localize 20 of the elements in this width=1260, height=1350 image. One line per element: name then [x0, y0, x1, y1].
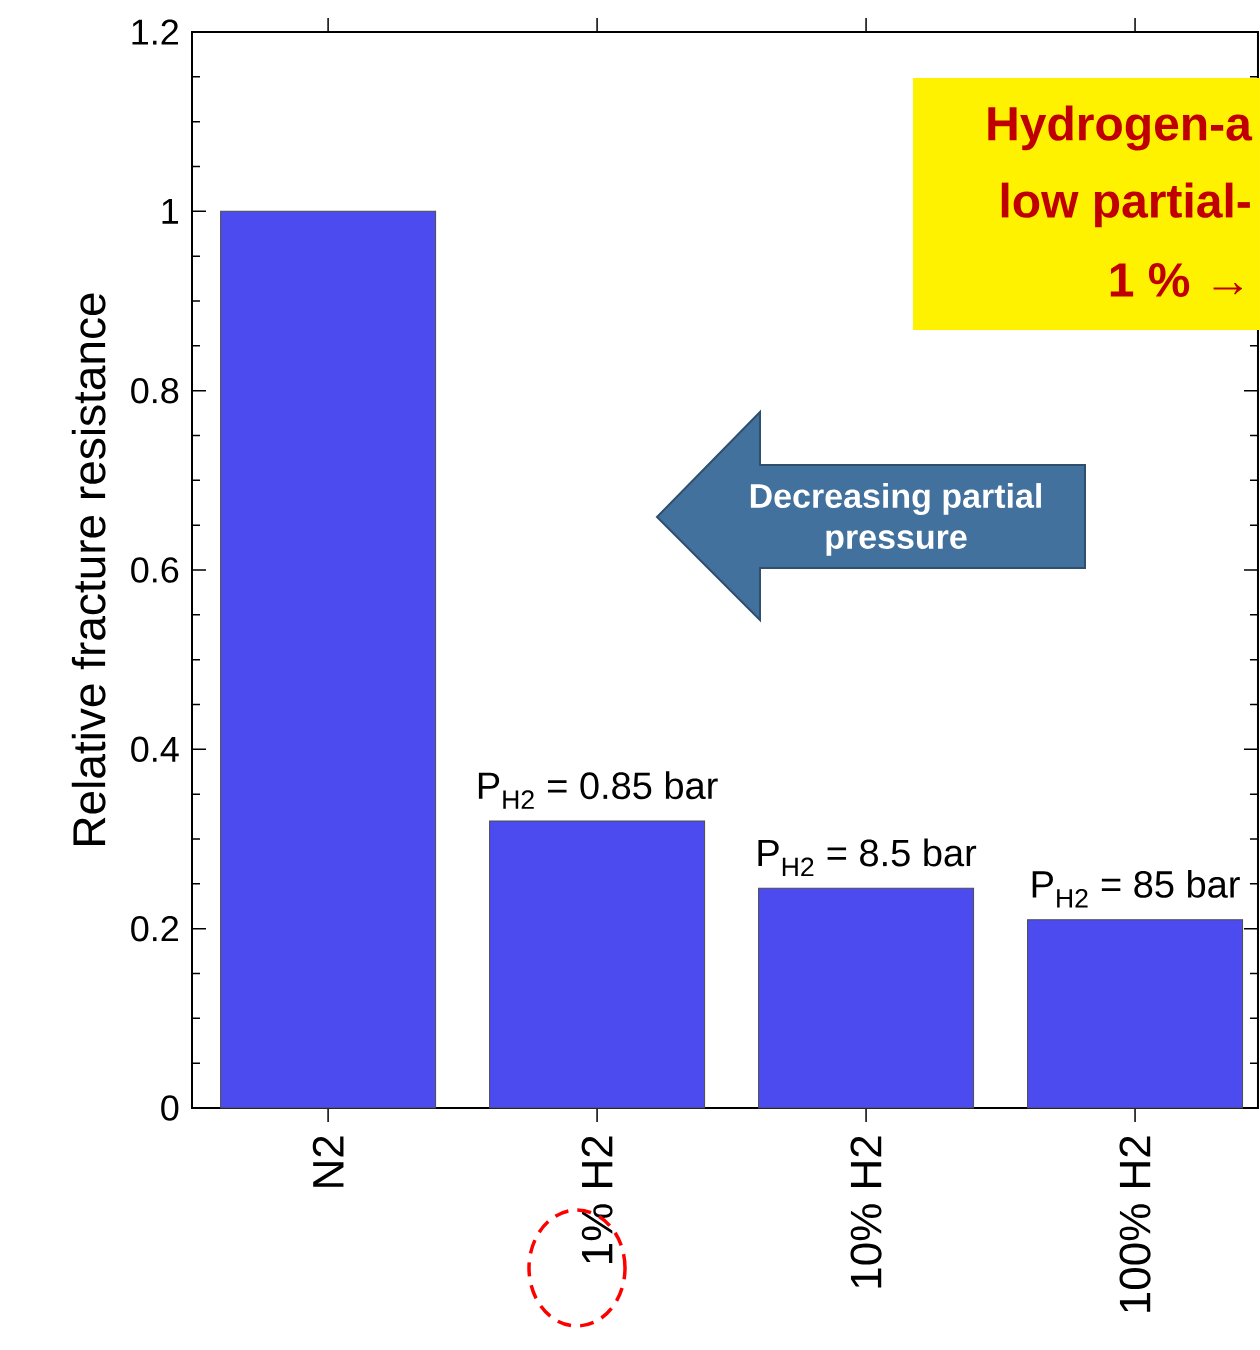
annotation: P$_{H2}$ = 8.5 bar	[758, 838, 977, 877]
y-tick-label: 0.6	[131, 557, 179, 583]
annotation: Decreasing partial	[750, 483, 1041, 515]
annotation: 1 % →	[1110, 263, 1242, 297]
y-tick-label: 0.4	[131, 736, 179, 763]
x-tick-label: 100% H2	[1119, 1136, 1151, 1312]
y-axis-title: Relative fracture resistance	[71, 293, 106, 845]
x-tick-label: N2	[312, 1136, 344, 1187]
annotation: P$_{H2}$ = 0.85 bar	[478, 771, 718, 809]
annotation: Hydrogen-a	[988, 105, 1253, 151]
annotation: pressure	[826, 530, 967, 556]
x-tick-label: 10% H2	[850, 1136, 882, 1288]
annotation: P$_{H2}$ = 85 bar	[1032, 869, 1240, 908]
y-tick-label: 0	[161, 1095, 179, 1121]
y-tick-label: 1.2	[132, 19, 178, 45]
x-tick-label: 1% H2	[581, 1136, 613, 1263]
y-tick-label: 1	[162, 198, 179, 224]
annotation: low partial-	[1001, 182, 1250, 228]
y-tick-label: 0.8	[131, 377, 179, 404]
y-tick-label: 0.2	[131, 915, 178, 942]
